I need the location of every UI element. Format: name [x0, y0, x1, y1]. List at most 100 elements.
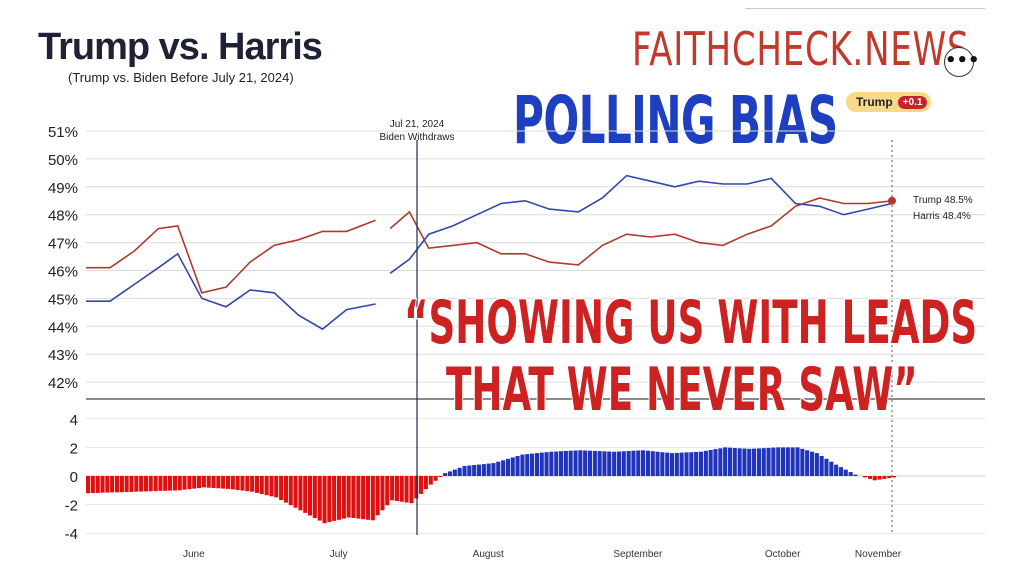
spread-bar	[776, 447, 781, 476]
spread-bar	[882, 476, 887, 479]
spread-bar	[235, 476, 240, 490]
spread-bar	[438, 476, 443, 477]
spread-bar	[177, 476, 182, 491]
spread-bar	[452, 469, 457, 476]
spread-bar	[476, 464, 481, 476]
spread-bar	[703, 450, 708, 476]
x-tick-label: September	[613, 549, 663, 560]
bar-y-tick-label: 0	[70, 469, 78, 486]
event-date: Jul 21, 2024	[390, 119, 445, 130]
spread-bar	[124, 476, 129, 492]
spread-bar	[496, 461, 501, 476]
spread-bar	[370, 476, 375, 521]
spread-bar	[86, 476, 91, 494]
spread-bar	[559, 451, 564, 476]
spread-bar	[655, 451, 660, 476]
series-end-label-trump: Trump 48.5%	[913, 195, 973, 206]
spread-bar	[689, 452, 694, 476]
overlay-quote-line1: “SHOWING US WITH LEADS	[404, 288, 977, 358]
more-options-button[interactable]: •••	[944, 47, 980, 77]
spread-bar	[698, 451, 703, 476]
spread-bar	[887, 476, 892, 479]
spread-bar	[660, 452, 665, 476]
spread-bar	[708, 450, 713, 476]
spread-bar	[332, 476, 337, 521]
spread-bar	[365, 476, 370, 520]
spread-bar	[621, 451, 626, 476]
spread-bar	[645, 450, 650, 476]
spread-bar	[781, 447, 786, 476]
spread-bar	[578, 450, 583, 476]
top-divider	[745, 8, 985, 9]
spread-bar	[568, 450, 573, 476]
spread-bar	[824, 458, 829, 476]
series-end-label-harris: Harris 48.4%	[913, 211, 971, 222]
bar-y-tick-label: 2	[70, 440, 78, 457]
spread-bar	[539, 452, 544, 476]
overlay-quote-line2: THAT WE NEVER SAW”	[446, 355, 918, 425]
spread-bar	[472, 465, 477, 476]
spread-bar	[592, 450, 597, 476]
spread-bar	[254, 476, 259, 493]
x-tick-label: June	[183, 549, 205, 560]
spread-bar	[752, 448, 757, 476]
spread-bar	[105, 476, 110, 493]
spread-bar	[727, 447, 732, 476]
spread-bar	[607, 451, 612, 476]
y-tick-label: 45%	[48, 291, 78, 308]
spread-bar	[713, 449, 718, 476]
spread-bar	[834, 464, 839, 476]
spread-bar	[143, 476, 148, 492]
spread-bar	[428, 476, 433, 485]
y-tick-label: 42%	[48, 375, 78, 392]
bar-y-tick-label: -4	[65, 526, 78, 543]
event-label: Biden Withdraws	[379, 132, 454, 143]
spread-bar	[549, 451, 554, 476]
spread-bar	[293, 476, 298, 508]
spread-bar	[211, 476, 216, 488]
spread-bar	[501, 460, 506, 476]
spread-bar	[192, 476, 197, 489]
spread-bar	[206, 476, 211, 488]
spread-bar	[819, 456, 824, 476]
spread-bar	[761, 448, 766, 476]
spread-bar	[115, 476, 120, 493]
spread-bar	[399, 476, 404, 502]
spread-bar	[419, 476, 424, 494]
spread-bar	[800, 448, 805, 476]
spread-bar	[298, 476, 303, 511]
spread-bar	[723, 447, 728, 476]
chart-title: Trump vs. Harris	[38, 26, 323, 68]
spread-bar	[573, 450, 578, 476]
spread-bar	[390, 476, 395, 501]
spread-bar	[563, 451, 568, 476]
spread-bar	[785, 447, 790, 476]
spread-bar	[520, 454, 525, 476]
spread-bar	[312, 476, 317, 518]
spread-bar	[810, 451, 815, 476]
series-line-harris-post	[389, 174, 893, 274]
spread-bar	[385, 476, 390, 506]
spread-bar	[457, 467, 462, 476]
spread-bar	[554, 451, 559, 476]
spread-bar	[771, 447, 776, 476]
spread-bar	[674, 452, 679, 476]
spread-bar	[684, 452, 689, 476]
spread-bar	[322, 476, 327, 524]
spread-bar	[148, 476, 153, 492]
spread-bar	[515, 456, 520, 476]
spread-bar	[250, 476, 255, 492]
lead-badge: Trump +0.1	[846, 92, 932, 112]
spread-bar	[110, 476, 115, 493]
spread-bar	[694, 451, 699, 476]
spread-bar	[467, 465, 472, 476]
spread-bar	[867, 476, 872, 479]
spread-bar	[245, 476, 250, 492]
spread-bar	[337, 476, 342, 520]
spread-bar	[829, 461, 834, 476]
spread-bar	[448, 471, 453, 476]
spread-bar	[510, 457, 515, 476]
spread-bar	[877, 476, 882, 480]
polling-bias-banner: POLLING BIAS	[513, 82, 838, 159]
y-tick-label: 44%	[48, 319, 78, 336]
